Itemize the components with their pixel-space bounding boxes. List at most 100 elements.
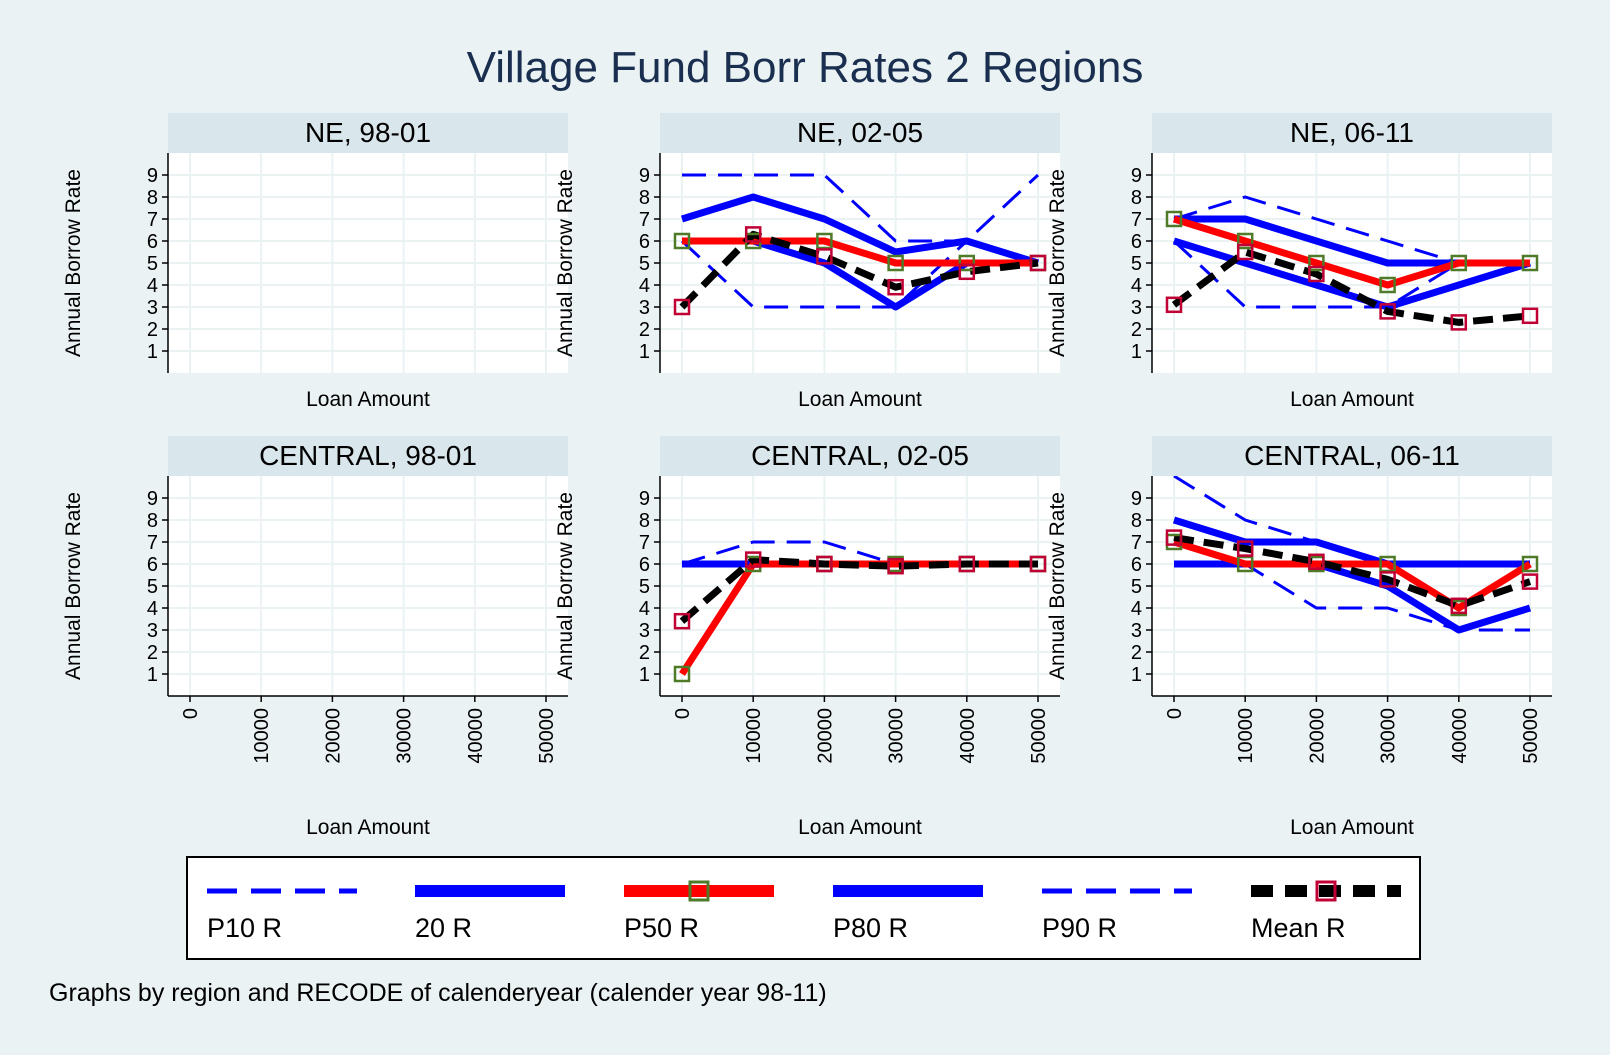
point-marker-mean xyxy=(887,557,904,575)
point-marker-p50 xyxy=(1521,254,1539,272)
data-layer xyxy=(1171,195,1532,326)
point-marker-p50 xyxy=(958,254,976,272)
data-layer xyxy=(1172,476,1532,634)
series-line-p80 xyxy=(1172,516,1530,568)
series-line-p50 xyxy=(682,237,1038,267)
x-tick-label: 0 xyxy=(180,708,202,719)
legend-label: Mean R xyxy=(1251,913,1346,943)
y-tick-label: 8 xyxy=(147,510,158,532)
y-tick-label: 9 xyxy=(639,165,650,187)
x-tick-label: 30000 xyxy=(886,708,908,764)
x-tick-label: 40000 xyxy=(1449,708,1471,764)
series-line-mean xyxy=(1173,534,1532,610)
point-marker-mean xyxy=(1308,265,1325,283)
point-marker-mean xyxy=(1450,314,1468,331)
y-axis-title: Annual Borrow Rate xyxy=(554,169,577,357)
y-tick-label: 4 xyxy=(639,275,650,297)
panel-strip xyxy=(168,113,568,153)
point-marker-p50 xyxy=(673,232,691,250)
y-tick-label: 9 xyxy=(639,488,650,510)
point-marker-p50 xyxy=(1165,210,1183,228)
series-line-p10 xyxy=(680,239,1039,309)
point-marker-mean xyxy=(1379,303,1396,320)
y-tick-label: 8 xyxy=(1131,187,1142,209)
x-axis-title: Loan Amount xyxy=(306,388,430,411)
y-tick-label: 4 xyxy=(147,275,158,297)
point-marker-p50 xyxy=(1379,276,1396,294)
point-marker-mean xyxy=(1165,529,1183,546)
series-line-p20 xyxy=(1174,560,1532,634)
y-tick-label: 2 xyxy=(639,319,650,341)
data-layer xyxy=(679,173,1040,311)
point-marker-mean xyxy=(1379,571,1396,588)
point-marker-mean xyxy=(958,555,976,573)
y-tick-label: 3 xyxy=(639,297,650,319)
y-axis-title: Annual Borrow Rate xyxy=(1046,492,1069,680)
x-tick-label: 20000 xyxy=(1306,708,1328,764)
panel-title: NE, 98-01 xyxy=(305,117,431,148)
y-tick-label: 7 xyxy=(147,209,158,231)
point-marker-mean xyxy=(816,555,833,573)
point-marker-p50 xyxy=(1236,232,1254,250)
point-marker-p50 xyxy=(887,254,904,272)
point-marker-p50 xyxy=(816,232,833,250)
point-marker-mean xyxy=(1029,254,1047,272)
legend-label: 20 R xyxy=(415,913,472,943)
y-tick-label: 1 xyxy=(639,664,650,686)
x-tick-label: 20000 xyxy=(814,708,836,764)
x-tick-label: 40000 xyxy=(465,708,487,764)
chart-title: Village Fund Borr Rates 2 Regions xyxy=(467,43,1144,92)
point-marker-p50 xyxy=(1379,555,1396,573)
y-tick-label: 1 xyxy=(639,341,650,363)
panel-title: CENTRAL, 98-01 xyxy=(259,440,477,471)
x-tick-label: 50000 xyxy=(536,708,558,764)
y-tick-label: 7 xyxy=(1131,532,1142,554)
legend-label: P10 R xyxy=(207,913,282,943)
series-line-p50 xyxy=(1172,215,1530,289)
x-tick-label: 20000 xyxy=(322,708,344,764)
x-tick-label: 0 xyxy=(672,708,694,719)
x-tick-label: 50000 xyxy=(1520,708,1542,764)
y-tick-label: 4 xyxy=(639,598,650,620)
data-layer xyxy=(679,540,1038,676)
point-marker-p50 xyxy=(673,665,691,683)
y-tick-label: 6 xyxy=(147,231,158,253)
y-tick-label: 9 xyxy=(147,488,158,510)
panel-strip xyxy=(1152,113,1552,153)
series-line-p80 xyxy=(680,193,1040,267)
point-marker-mean xyxy=(958,263,976,281)
x-tick-label: 0 xyxy=(1164,708,1186,719)
y-tick-label: 2 xyxy=(147,319,158,341)
panel-title: CENTRAL, 06-11 xyxy=(1244,440,1460,471)
point-marker-mean xyxy=(1165,296,1183,314)
point-marker-p50 xyxy=(1236,555,1254,573)
y-tick-label: 1 xyxy=(1131,664,1142,686)
legend-marker xyxy=(1315,880,1337,902)
y-tick-label: 6 xyxy=(1131,231,1142,253)
y-tick-label: 7 xyxy=(147,532,158,554)
series-line-p10 xyxy=(1173,540,1530,632)
y-tick-label: 8 xyxy=(147,187,158,209)
y-tick-label: 5 xyxy=(147,253,158,275)
y-tick-label: 3 xyxy=(639,620,650,642)
x-tick-label: 10000 xyxy=(743,708,765,764)
y-tick-label: 4 xyxy=(147,598,158,620)
panel-strip xyxy=(168,436,568,476)
y-tick-label: 6 xyxy=(639,231,650,253)
chart-note: Graphs by region and RECODE of calendery… xyxy=(49,979,827,1007)
y-tick-label: 5 xyxy=(1131,576,1142,598)
y-tick-label: 2 xyxy=(147,642,158,664)
x-axis-title: Loan Amount xyxy=(798,816,922,839)
y-tick-label: 6 xyxy=(639,554,650,576)
point-marker-mean xyxy=(673,298,691,316)
y-tick-label: 1 xyxy=(1131,341,1142,363)
y-tick-label: 2 xyxy=(1131,319,1142,341)
panel-title: NE, 02-05 xyxy=(797,117,923,148)
x-tick-label: 30000 xyxy=(1378,708,1400,764)
panel-strip xyxy=(660,436,1060,476)
y-tick-label: 8 xyxy=(639,187,650,209)
x-axis-title: Loan Amount xyxy=(798,388,922,411)
y-axis-title: Annual Borrow Rate xyxy=(62,169,85,357)
